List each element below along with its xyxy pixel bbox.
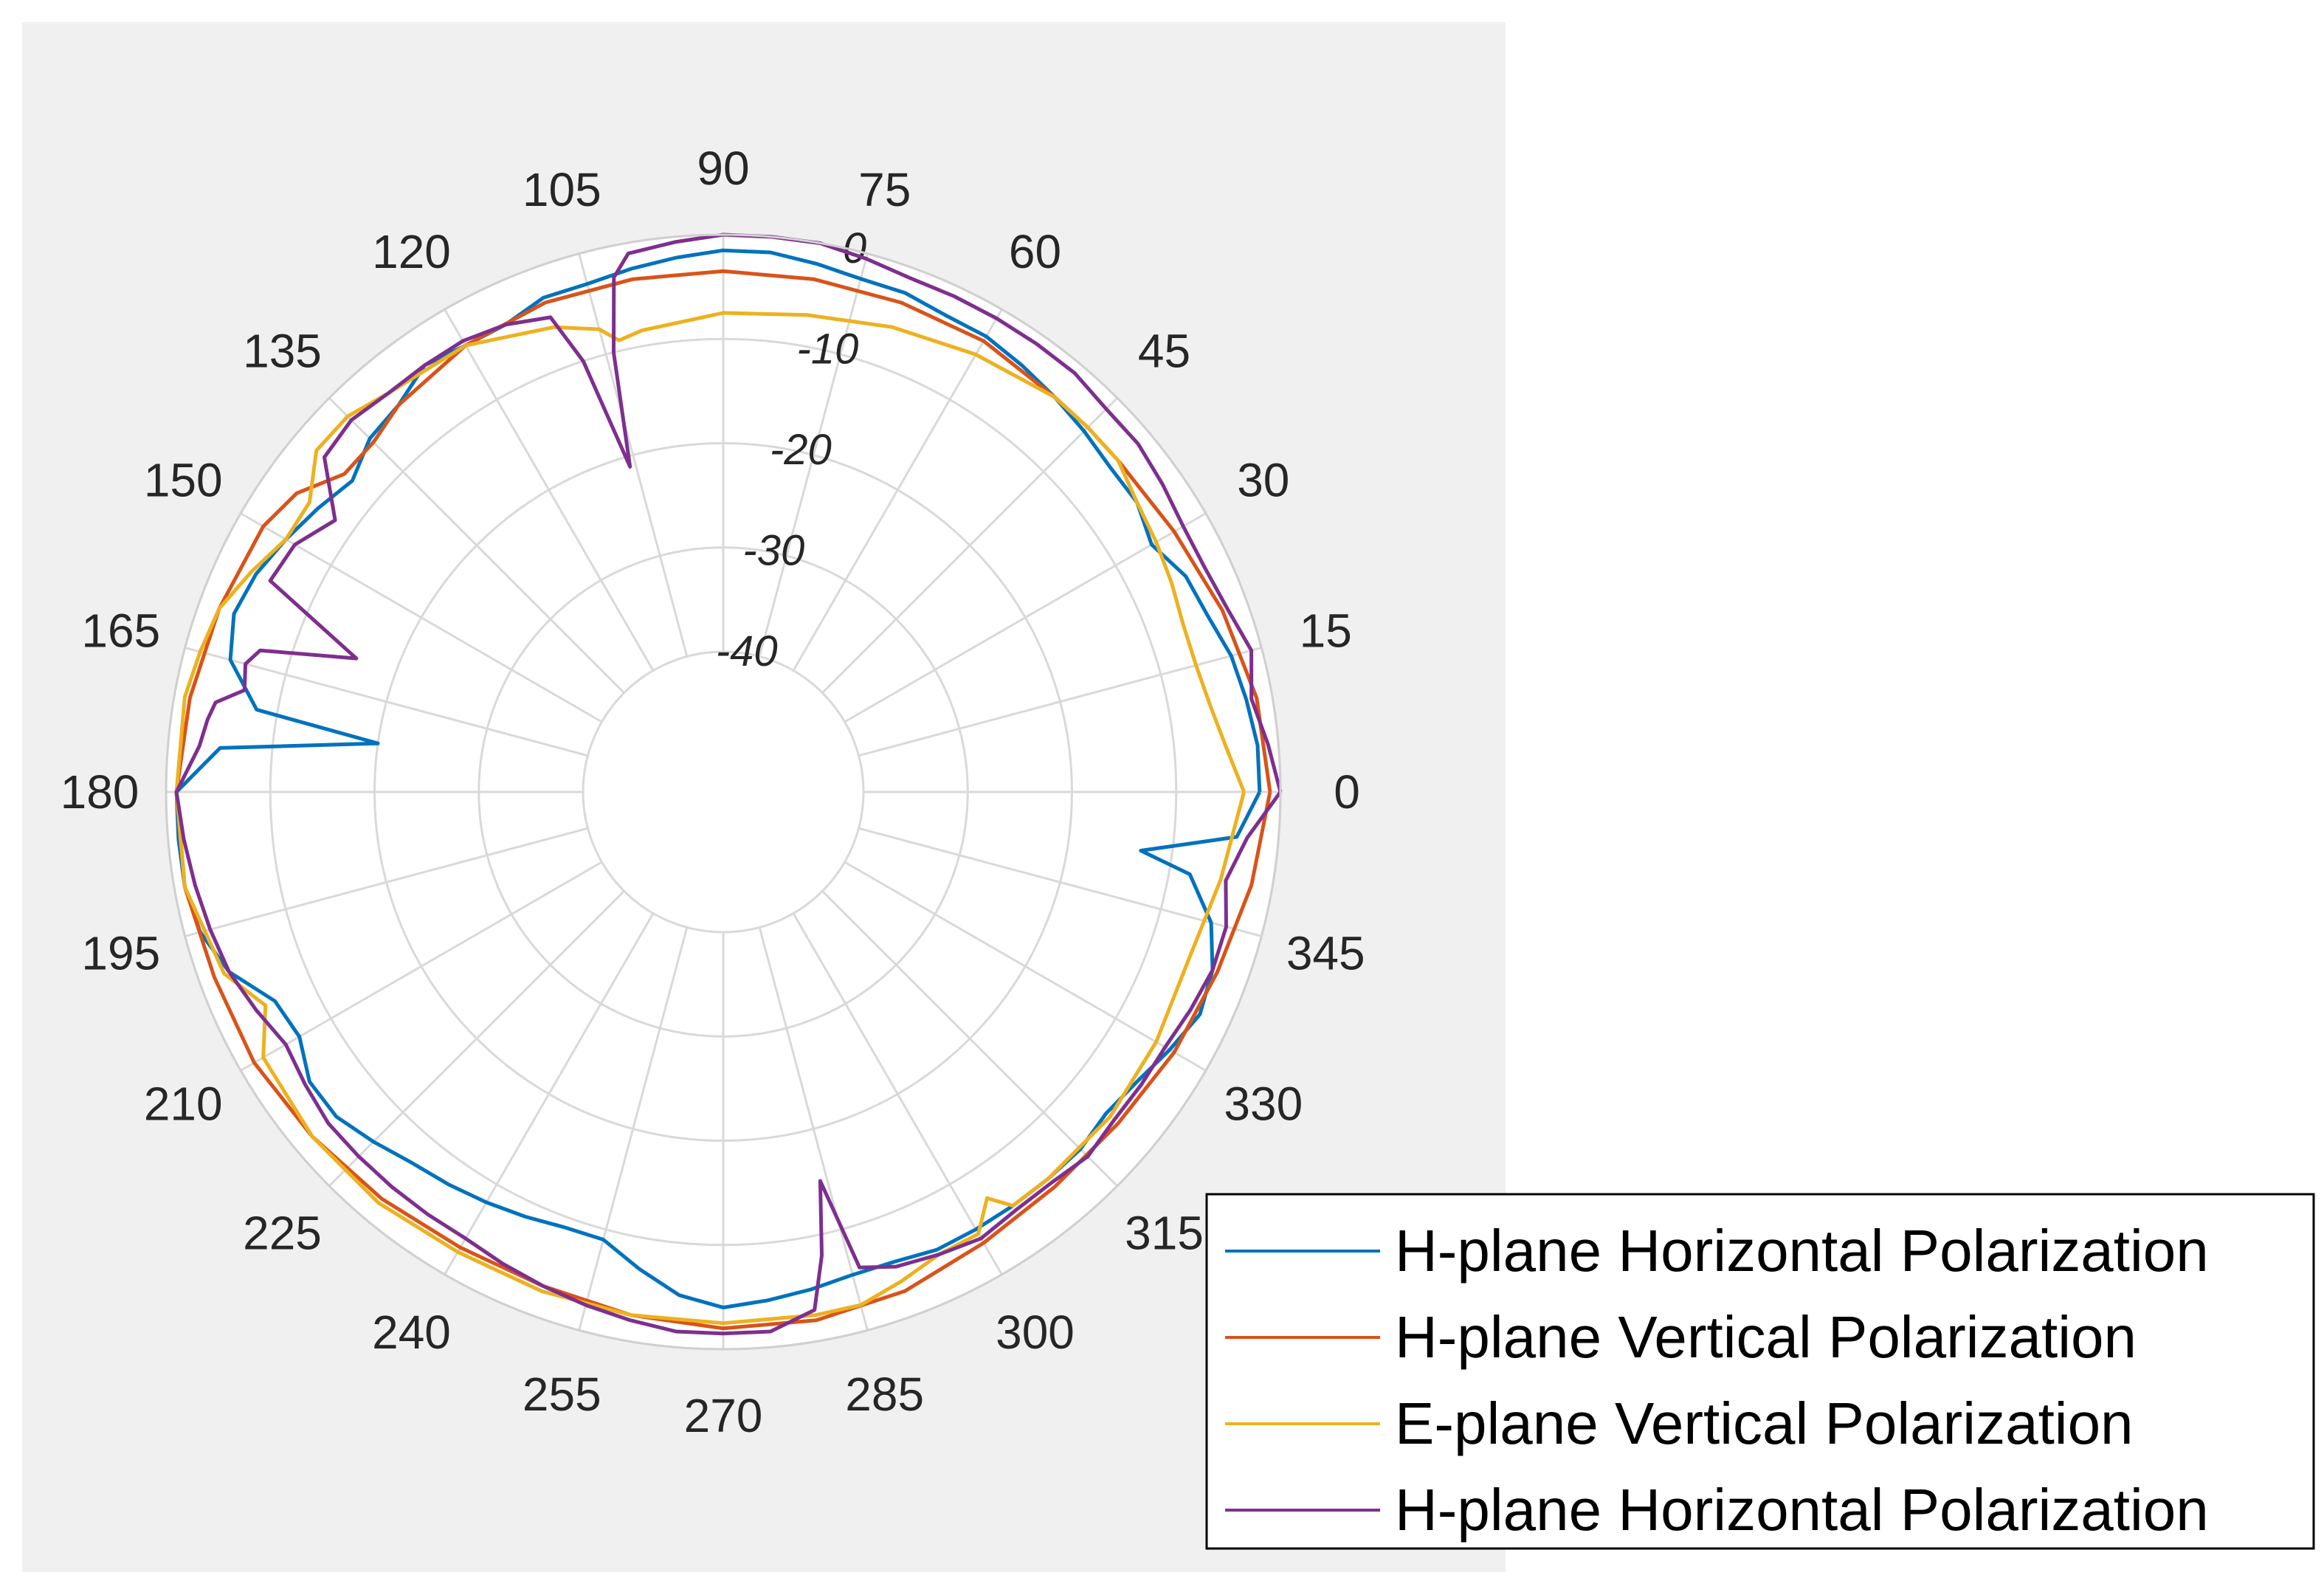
theta-tick-label: 60 [1009, 225, 1061, 278]
legend-box [1205, 1193, 2315, 1550]
grid-ring--40 [582, 650, 865, 934]
radial-tick-labels: -40-30-20-100 [716, 224, 866, 675]
r-tick-label: -40 [716, 627, 778, 675]
grid-ring--10 [269, 337, 1178, 1247]
theta-tick-label: 120 [372, 225, 451, 278]
series-line-1 [174, 269, 1272, 1331]
theta-tick-label: 135 [243, 324, 322, 377]
grid-ring--30 [477, 546, 969, 1038]
theta-tick-label: 0 [1334, 765, 1360, 819]
r-tick-label: -10 [797, 325, 859, 373]
series-line-3 [174, 232, 1283, 1336]
theta-tick-label: 15 [1300, 604, 1352, 657]
theta-tick-label: 90 [697, 142, 749, 195]
theta-tick-label: 225 [243, 1207, 322, 1260]
theta-tick-label: 285 [845, 1368, 924, 1421]
r-tick-label: -30 [742, 526, 804, 574]
theta-tick-label: 165 [81, 604, 160, 657]
theta-tick-label: 210 [144, 1078, 223, 1131]
legend: H-plane Horizontal Polarization H-plane … [1205, 1193, 2315, 1550]
legend-label-2: E-plane Vertical Polarization [1395, 1391, 2134, 1456]
theta-tick-label: 75 [858, 163, 911, 216]
legend-label-0: H-plane Horizontal Polarization [1395, 1218, 2209, 1284]
angle-tick-labels: 0 15 30 45 60 75 90 105 120 135 150 165 180 195 210 225… [61, 142, 1365, 1442]
theta-tick-label: 180 [61, 765, 139, 819]
theta-tick-label: 105 [523, 163, 601, 216]
grid-ring--20 [373, 442, 1073, 1142]
theta-tick-label: 270 [684, 1389, 763, 1442]
theta-tick-label: 255 [523, 1368, 601, 1421]
legend-label-3: H-plane Horizontal Polarization [1395, 1477, 2209, 1543]
legend-label-1: H-plane Vertical Polarization [1395, 1304, 2137, 1370]
theta-tick-label: 345 [1286, 927, 1365, 980]
theta-tick-label: 300 [996, 1306, 1075, 1359]
polar-grid [165, 233, 1282, 1351]
theta-tick-label: 195 [81, 927, 160, 980]
theta-tick-label: 30 [1237, 454, 1289, 507]
data-series [174, 232, 1283, 1336]
theta-tick-label: 150 [144, 454, 223, 507]
axes-outline [165, 233, 1282, 1351]
theta-tick-label: 330 [1224, 1078, 1303, 1131]
theta-tick-label: 240 [372, 1306, 451, 1359]
r-tick-label: -20 [770, 426, 832, 474]
theta-tick-label: 45 [1138, 324, 1190, 377]
theta-tick-label: 315 [1125, 1207, 1204, 1260]
